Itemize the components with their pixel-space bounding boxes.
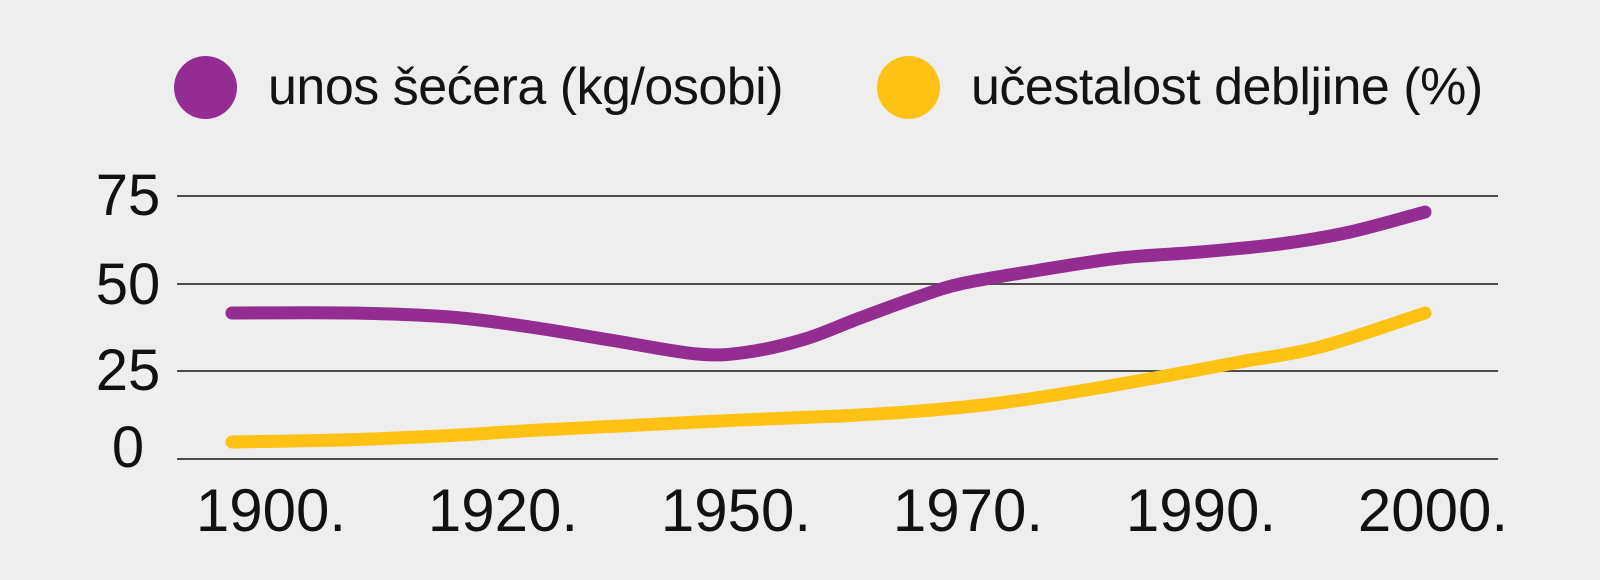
x-tick-label-1900: 1900. xyxy=(195,477,347,544)
legend-item-sugar: unos šećera (kg/osobi) xyxy=(174,54,784,120)
y-tick-label-75: 75 xyxy=(95,163,161,228)
y-tick-label-0: 0 xyxy=(111,415,145,480)
sugar-legend-label: unos šećera (kg/osobi) xyxy=(268,58,784,116)
x-tick-label-2000: 2000. xyxy=(1357,477,1509,544)
gridline-25 xyxy=(177,370,1498,372)
gridline-75 xyxy=(177,195,1498,197)
x-tick-label-1920: 1920. xyxy=(427,477,579,544)
obesity-line xyxy=(225,306,1432,449)
x-tick-label-1970: 1970. xyxy=(892,477,1044,544)
sugar-legend-dot-icon xyxy=(174,55,237,119)
gridline-0 xyxy=(177,458,1498,460)
y-tick-label-25: 25 xyxy=(95,338,161,403)
obesity-legend-label: učestalost debljine (%) xyxy=(971,58,1483,116)
sugar-intake-line xyxy=(225,205,1432,362)
obesity-legend-dot-icon xyxy=(877,55,940,119)
legend-item-obesity: učestalost debljine (%) xyxy=(877,54,1483,120)
gridline-50 xyxy=(177,283,1498,285)
x-tick-label-1950: 1950. xyxy=(660,477,812,544)
x-tick-label-1990: 1990. xyxy=(1125,477,1277,544)
y-tick-label-50: 50 xyxy=(95,252,161,317)
